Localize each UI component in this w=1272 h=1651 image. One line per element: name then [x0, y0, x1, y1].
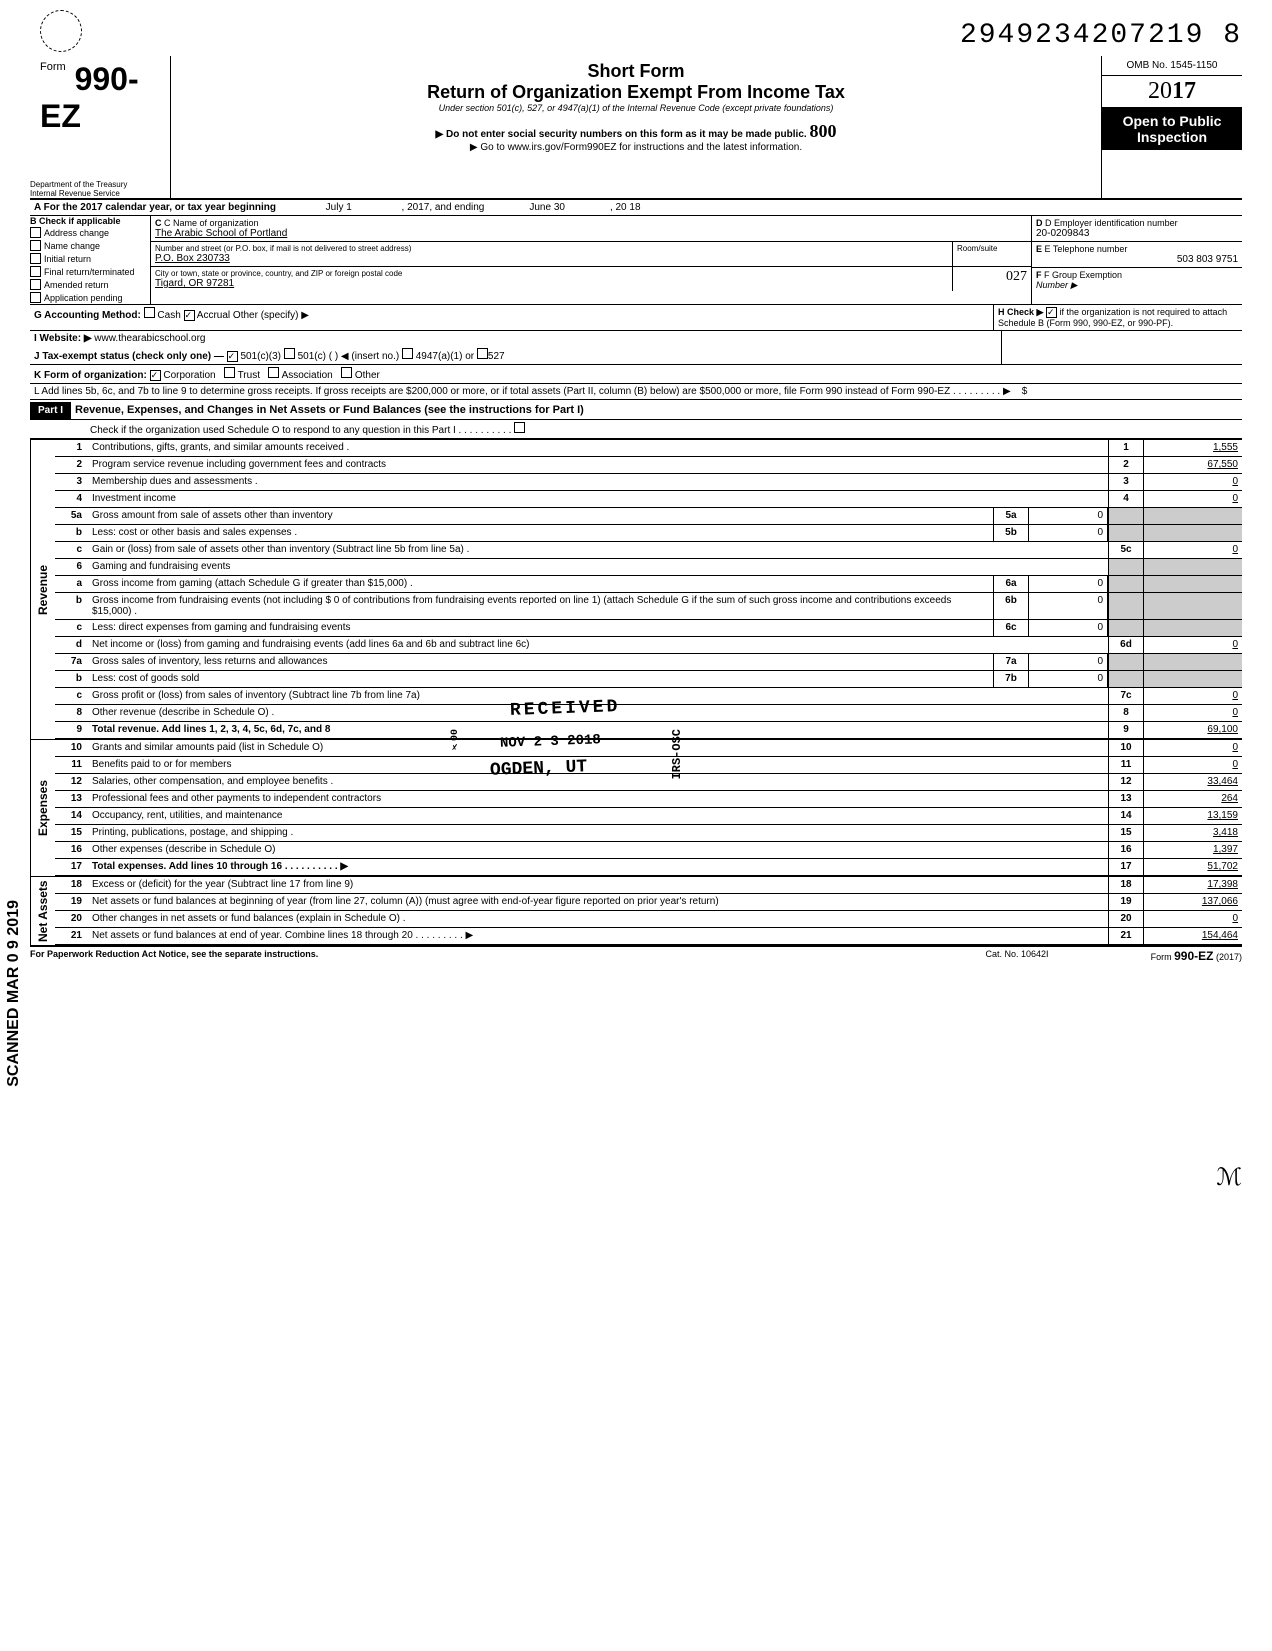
checkbox-schedule-b[interactable] [1046, 307, 1057, 318]
section-l: L Add lines 5b, 6c, and 7b to line 9 to … [30, 384, 1242, 400]
received-stamp: RECEIVED [510, 697, 621, 721]
line-b: bLess: cost of goods sold7b0 [55, 671, 1242, 688]
form-header: Form 990-EZ Department of the Treasury I… [30, 56, 1242, 200]
omb-number: OMB No. 1545-1150 [1102, 56, 1242, 76]
checkbox-4947[interactable] [402, 348, 413, 359]
checkbox-other[interactable] [341, 367, 352, 378]
street-address: P.O. Box 230733 [155, 253, 948, 264]
line-3: 3Membership dues and assessments .30 [55, 474, 1242, 491]
section-f-label: F F Group Exemption [1036, 270, 1238, 280]
line-b: bLess: cost or other basis and sales exp… [55, 525, 1242, 542]
line-13: 13Professional fees and other payments t… [55, 791, 1242, 808]
checkbox-501c3[interactable] [227, 351, 238, 362]
line-8: 8Other revenue (describe in Schedule O) … [55, 705, 1242, 722]
footer: For Paperwork Reduction Act Notice, see … [30, 947, 1242, 963]
form-number: Form 990-EZ [30, 56, 170, 140]
line-a-tax-year: A For the 2017 calendar year, or tax yea… [30, 200, 1242, 216]
section-b-checkboxes: B Check if applicable Address change Nam… [30, 216, 151, 304]
line-12: 12Salaries, other compensation, and empl… [55, 774, 1242, 791]
section-d-label: D D Employer identification number [1036, 218, 1238, 228]
part-1-header: Part I Revenue, Expenses, and Changes in… [30, 402, 1242, 420]
checkbox-501c[interactable] [284, 348, 295, 359]
section-k: K Form of organization: Corporation Trus… [30, 365, 1242, 384]
return-title: Return of Organization Exempt From Incom… [176, 82, 1096, 103]
initials: ℳ [30, 1163, 1242, 1192]
checkbox-cash[interactable] [144, 307, 155, 318]
under-section: Under section 501(c), 527, or 4947(a)(1)… [176, 103, 1096, 113]
irs-label: Internal Revenue Service [30, 189, 170, 198]
street-label: Number and street (or P.O. box, if mail … [155, 244, 948, 253]
checkbox-pending[interactable] [30, 292, 41, 303]
handwritten-800: 800 [809, 121, 836, 141]
ssn-warning: ▶ Do not enter social security numbers o… [176, 121, 1096, 142]
line-19: 19Net assets or fund balances at beginni… [55, 894, 1242, 911]
checkbox-trust[interactable] [224, 367, 235, 378]
expenses-label: Expenses [30, 740, 55, 876]
room-suite: Room/suite [952, 242, 1031, 266]
room-handwritten: 027 [952, 267, 1031, 291]
line-14: 14Occupancy, rent, utilities, and mainte… [55, 808, 1242, 825]
line-d: dNet income or (loss) from gaming and fu… [55, 637, 1242, 654]
checkbox-schedule-o[interactable] [514, 422, 525, 433]
line-a: aGross income from gaming (attach Schedu… [55, 576, 1242, 593]
section-i: I Website: ▶ www.thearabicschool.org [30, 331, 1001, 346]
section-e-label: E E Telephone number [1036, 244, 1238, 254]
document-number: 2949234207219 8 [30, 20, 1242, 51]
checkbox-assoc[interactable] [268, 367, 279, 378]
netassets-label: Net Assets [30, 877, 55, 945]
line-5a: 5aGross amount from sale of assets other… [55, 508, 1242, 525]
ein: 20-0209843 [1036, 228, 1238, 239]
checkbox-initial-return[interactable] [30, 253, 41, 264]
line-20: 20Other changes in net assets or fund ba… [55, 911, 1242, 928]
line-16: 16Other expenses (describe in Schedule O… [55, 842, 1242, 859]
org-name: The Arabic School of Portland [155, 228, 1027, 239]
line-9: 9Total revenue. Add lines 1, 2, 3, 4, 5c… [55, 722, 1242, 739]
stamp-irs-osc: IRS-OSC [670, 729, 684, 779]
city-label: City or town, state or province, country… [155, 269, 948, 278]
dept-treasury: Department of the Treasury [30, 180, 170, 189]
section-c-label: C C Name of organization [155, 218, 1027, 228]
part-1-schedule-o: Check if the organization used Schedule … [30, 420, 1242, 439]
line-b: bGross income from fundraising events (n… [55, 593, 1242, 620]
line-1: 1Contributions, gifts, grants, and simil… [55, 440, 1242, 457]
line-2: 2Program service revenue including gover… [55, 457, 1242, 474]
group-number: Number ▶ [1036, 280, 1238, 291]
section-j: J Tax-exempt status (check only one) — 5… [30, 346, 1001, 364]
line-6: 6Gaming and fundraising events [55, 559, 1242, 576]
line-17: 17Total expenses. Add lines 10 through 1… [55, 859, 1242, 876]
line-c: cLess: direct expenses from gaming and f… [55, 620, 1242, 637]
line-7a: 7aGross sales of inventory, less returns… [55, 654, 1242, 671]
line-4: 4Investment income40 [55, 491, 1242, 508]
line-11: 11Benefits paid to or for members110 [55, 757, 1242, 774]
city-state-zip: Tigard, OR 97281 [155, 278, 948, 289]
checkbox-corp[interactable] [150, 370, 161, 381]
checkbox-accrual[interactable] [184, 310, 195, 321]
line-c: cGain or (loss) from sale of assets othe… [55, 542, 1242, 559]
checkbox-amended[interactable] [30, 279, 41, 290]
revenue-label: Revenue [30, 440, 55, 739]
checkbox-final-return[interactable] [30, 266, 41, 277]
line-15: 15Printing, publications, postage, and s… [55, 825, 1242, 842]
section-h: H Check ▶ if the organization is not req… [993, 305, 1242, 330]
checkbox-address-change[interactable] [30, 227, 41, 238]
line-10: 10Grants and similar amounts paid (list … [55, 740, 1242, 757]
telephone: 503 803 9751 [1036, 254, 1238, 265]
short-form-title: Short Form [176, 61, 1096, 82]
goto-instructions: ▶ Go to www.irs.gov/Form990EZ for instru… [176, 142, 1096, 153]
checkbox-527[interactable] [477, 348, 488, 359]
section-g: G Accounting Method: Cash Accrual Other … [30, 305, 993, 330]
stamp-ogden: OGDEN, UT [490, 757, 588, 780]
line-c: cGross profit or (loss) from sales of in… [55, 688, 1242, 705]
irs-logo [40, 10, 82, 55]
checkbox-name-change[interactable] [30, 240, 41, 251]
tax-year: 2017 [1102, 76, 1242, 108]
stamp-x00: ✗00 [450, 729, 461, 752]
line-18: 18Excess or (deficit) for the year (Subt… [55, 877, 1242, 894]
public-inspection: Open to Public Inspection [1102, 108, 1242, 150]
line-21: 21Net assets or fund balances at end of … [55, 928, 1242, 945]
scanned-stamp: SCANNED MAR 0 9 2019 [5, 900, 23, 1087]
